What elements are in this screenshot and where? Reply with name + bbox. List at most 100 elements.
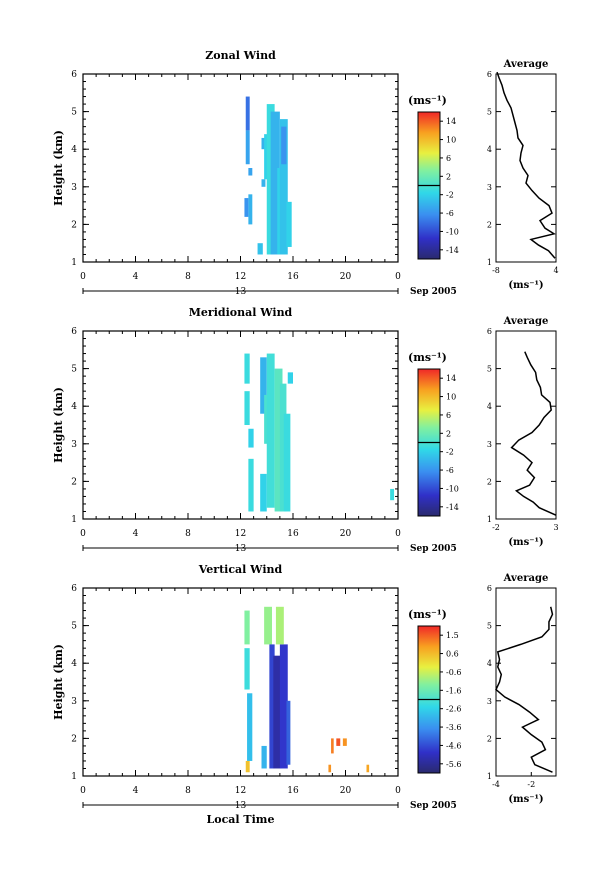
colorbar-tick-label: -6 (446, 209, 454, 218)
plot-frame (82, 330, 399, 520)
average-y-tick-label: 3 (487, 440, 492, 449)
colorbar-unit: (ms⁻¹) (408, 94, 447, 107)
heatmap-cell (257, 243, 263, 255)
heatmap-cell (286, 700, 291, 765)
heatmap-cell (287, 372, 293, 384)
average-frame (495, 587, 557, 777)
average-title: Average (503, 573, 549, 584)
day-label: 13 (235, 544, 247, 554)
x-tick-label: 0 (80, 272, 86, 282)
colorbar-tick-label: -14 (446, 246, 459, 255)
average-x-tick-label: -8 (492, 266, 500, 275)
heatmap-cell (260, 357, 267, 414)
heatmap-cell (248, 458, 254, 512)
average-x-label: (ms⁻¹) (508, 537, 543, 548)
y-axis-label: Height (km) (52, 130, 65, 206)
heatmap-cell (275, 606, 284, 645)
heatmap-cell (279, 119, 288, 255)
x-tick-label: 12 (235, 786, 246, 796)
heatmap-cell (281, 126, 287, 165)
colorbar-unit: (ms⁻¹) (408, 608, 447, 621)
heatmap-cell (244, 610, 250, 645)
y-tick-label: 4 (71, 659, 77, 669)
heatmap-cell (244, 648, 250, 690)
heatmap-cell (283, 413, 291, 512)
x-tick-label: 4 (133, 272, 139, 282)
x-tick-label: 16 (287, 272, 299, 282)
average-y-tick-label: 4 (487, 145, 492, 154)
heatmap-cell (390, 488, 395, 501)
colorbar-tick-label: -10 (446, 227, 459, 236)
colorbar-tick-label: 10 (446, 393, 456, 402)
heatmap-cell (336, 738, 341, 746)
y-tick-label: 6 (71, 70, 77, 80)
heatmap-cell (248, 194, 253, 225)
average-y-tick-label: 6 (487, 584, 492, 593)
average-y-tick-label: 5 (487, 108, 492, 117)
average-profile-line (496, 71, 556, 259)
y-tick-label: 6 (71, 584, 77, 594)
heatmap-cell (245, 130, 250, 165)
average-y-tick-label: 5 (487, 622, 492, 631)
average-frame (495, 73, 557, 263)
colorbar-tick-label: 14 (446, 117, 456, 126)
colorbar-tick-label: -0.6 (446, 668, 461, 677)
colorbar-tick-label: 2 (446, 172, 451, 181)
y-tick-label: 1 (71, 772, 77, 782)
heatmap-cell (244, 353, 250, 384)
average-y-tick-label: 6 (487, 327, 492, 336)
average-x-tick-label: -2 (492, 523, 500, 532)
average-x-tick-label: 3 (553, 523, 558, 532)
x-tick-label: 8 (185, 786, 191, 796)
panel-title: Meridional Wind (189, 306, 293, 319)
average-title: Average (503, 59, 549, 70)
colorbar-tick-label: -2 (446, 448, 454, 457)
heatmap-cell (273, 655, 282, 769)
heatmap-cell (366, 764, 370, 773)
heatmap-cell (248, 428, 254, 448)
x-tick-label: 8 (185, 529, 191, 539)
average-y-tick-label: 6 (487, 70, 492, 79)
heatmap-cell (286, 201, 292, 247)
y-tick-label: 3 (71, 697, 77, 707)
heatmap-cell (247, 693, 253, 761)
heatmap-cell (279, 644, 288, 769)
x-tick-label: 20 (340, 786, 352, 796)
y-tick-label: 4 (71, 145, 77, 155)
average-y-tick-label: 2 (487, 734, 492, 743)
average-y-tick-label: 3 (487, 697, 492, 706)
heatmap-cell (244, 198, 249, 217)
heatmap-cell (261, 137, 266, 150)
heatmap-cell (245, 96, 250, 131)
colorbar-tick-label: -4.6 (446, 741, 461, 750)
average-x-label: (ms⁻¹) (508, 280, 543, 291)
y-tick-label: 5 (71, 365, 77, 375)
colorbar-tick-label: 0.6 (446, 650, 459, 659)
y-tick-label: 5 (71, 108, 77, 118)
colorbar-tick-label: -10 (446, 484, 459, 493)
plot-frame (82, 587, 399, 777)
colorbar-tick-label: -5.6 (446, 760, 461, 769)
x-tick-label: 0 (395, 786, 401, 796)
heatmap-cell (274, 368, 283, 512)
average-y-tick-label: 1 (487, 258, 492, 267)
heatmap-cell (248, 168, 253, 176)
date-label: Sep 2005 (410, 287, 457, 297)
x-tick-label: 0 (80, 786, 86, 796)
y-tick-label: 2 (71, 477, 77, 487)
y-tick-label: 5 (71, 622, 77, 632)
x-tick-label: 4 (133, 529, 139, 539)
x-tick-label: 12 (235, 272, 246, 282)
heatmap-cell (260, 473, 267, 512)
panel-title: Zonal Wind (205, 49, 276, 62)
date-label: Sep 2005 (410, 801, 457, 811)
colorbar-tick-label: -14 (446, 503, 459, 512)
average-y-tick-label: 4 (487, 659, 492, 668)
average-y-tick-label: 3 (487, 183, 492, 192)
day-label: 13 (235, 287, 247, 297)
average-title: Average (503, 316, 549, 327)
colorbar-tick-label: 6 (446, 154, 451, 163)
